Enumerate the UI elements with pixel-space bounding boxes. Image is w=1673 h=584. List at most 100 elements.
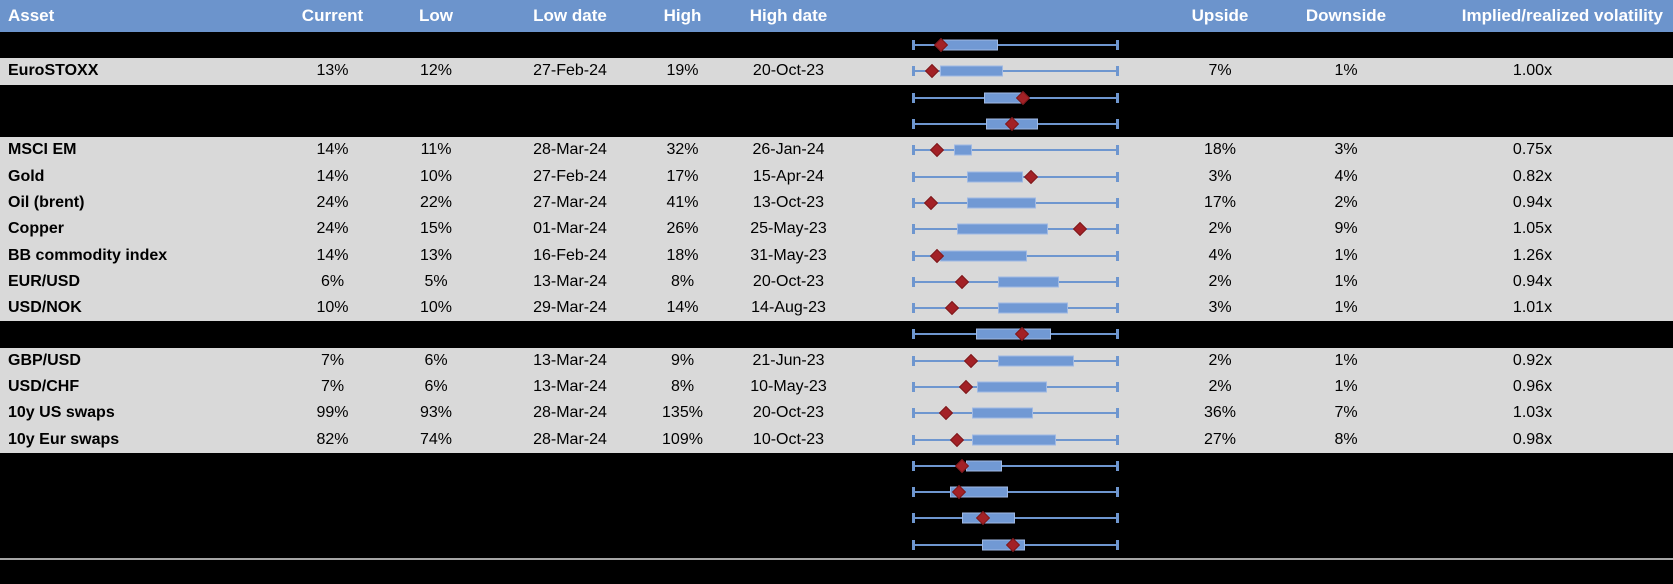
- high-cell: 109%: [662, 430, 703, 448]
- table-row: [0, 110, 1673, 138]
- implied-realized-cell: [1392, 532, 1673, 558]
- range-box: [997, 355, 1075, 367]
- boxplot: [912, 85, 1119, 111]
- asset-cell: Copper: [8, 220, 64, 238]
- high-cell: [643, 85, 722, 111]
- low-cell: 15%: [419, 220, 453, 238]
- header-low-date: Low date: [533, 6, 607, 25]
- boxplot-cell: [855, 321, 1140, 347]
- current-cell: 14%: [316, 246, 349, 264]
- whisker-cap-left: [912, 197, 915, 208]
- current-cell: 6%: [320, 272, 345, 290]
- downside-cell: 1%: [1334, 378, 1358, 395]
- whisker-cap-left: [912, 224, 915, 235]
- range-box: [975, 328, 1051, 340]
- whisker-cap-right: [1116, 66, 1119, 77]
- low-date-cell: 13-Mar-24: [533, 351, 607, 369]
- boxplot-cell: [855, 111, 1140, 137]
- whisker-line: [913, 44, 1118, 47]
- whisker-cap-right: [1116, 539, 1119, 550]
- low-date-cell: [497, 505, 643, 531]
- high-cell: 9%: [670, 351, 695, 369]
- whisker-cap-right: [1116, 303, 1119, 314]
- whisker-cap-left: [912, 303, 915, 314]
- implied-realized-cell: 0.94x: [1512, 272, 1553, 290]
- whisker-cap-left: [912, 355, 915, 366]
- high-date-cell: [722, 532, 855, 558]
- boxplot-cell: [855, 374, 1140, 400]
- whisker-line: [913, 491, 1118, 494]
- low-cell: 13%: [419, 246, 453, 264]
- boxplot: [912, 163, 1119, 189]
- table-row: USD/CHF 7% 6% 13-Mar-24 8% 10-May-23 2% …: [0, 373, 1673, 401]
- high-cell: 14%: [666, 299, 699, 317]
- low-cell: 22%: [419, 193, 453, 211]
- downside-cell: [1300, 532, 1392, 558]
- high-date-cell: [722, 321, 855, 347]
- implied-realized-cell: 0.98x: [1512, 430, 1553, 448]
- whisker-cap-right: [1116, 408, 1119, 419]
- current-cell: [290, 532, 375, 558]
- range-box: [997, 276, 1059, 288]
- current-marker-diamond: [925, 64, 940, 79]
- whisker-cap-left: [912, 460, 915, 471]
- whisker-cap-left: [912, 487, 915, 498]
- boxplot: [912, 216, 1119, 242]
- whisker-cap-left: [912, 539, 915, 550]
- boxplot: [912, 426, 1119, 452]
- high-cell: 18%: [666, 246, 699, 264]
- upside-cell: 7%: [1208, 62, 1232, 80]
- high-date-cell: [722, 453, 855, 479]
- table-row: [0, 84, 1673, 111]
- boxplot: [912, 137, 1119, 163]
- boxplot: [912, 190, 1119, 216]
- table-row: [0, 479, 1673, 506]
- implied-realized-cell: [1392, 85, 1673, 111]
- boxplot-cell: [855, 190, 1140, 216]
- whisker-line: [913, 517, 1118, 520]
- whisker-cap-left: [912, 434, 915, 445]
- asset-cell: Gold: [8, 167, 45, 185]
- high-date-cell: 26-Jan-24: [752, 141, 825, 159]
- table-row: MSCI EM 14% 11% 28-Mar-24 32% 26-Jan-24 …: [0, 137, 1673, 164]
- low-cell: [375, 32, 497, 58]
- downside-cell: [1300, 111, 1392, 137]
- high-date-cell: [722, 479, 855, 505]
- high-date-cell: [722, 85, 855, 111]
- boxplot-cell: [855, 348, 1140, 374]
- whisker-line: [913, 70, 1118, 73]
- upside-cell: [1140, 453, 1300, 479]
- header-high-date: High date: [749, 6, 828, 25]
- upside-cell: [1140, 532, 1300, 558]
- high-cell: 19%: [666, 62, 699, 80]
- whisker-cap-left: [912, 382, 915, 392]
- current-marker-diamond: [938, 406, 953, 421]
- boxplot-cell: [855, 505, 1140, 531]
- boxplot: [912, 32, 1119, 58]
- low-cell: 10%: [419, 167, 453, 185]
- whisker-cap-right: [1116, 487, 1119, 498]
- low-date-cell: [497, 85, 643, 111]
- asset-cell: Oil (brent): [8, 193, 85, 211]
- asset-cell: USD/CHF: [8, 378, 80, 395]
- upside-cell: [1140, 111, 1300, 137]
- asset-cell: [0, 505, 290, 531]
- current-cell: [290, 453, 375, 479]
- upside-cell: 2%: [1208, 272, 1232, 290]
- table-row: Gold 14% 10% 27-Feb-24 17% 15-Apr-24 3% …: [0, 163, 1673, 190]
- header-high: High: [663, 6, 702, 25]
- upside-cell: [1140, 479, 1300, 505]
- implied-realized-cell: 0.82x: [1512, 167, 1553, 185]
- low-date-cell: 16-Feb-24: [533, 246, 607, 264]
- whisker-cap-right: [1116, 197, 1119, 208]
- upside-cell: 2%: [1208, 220, 1232, 238]
- implied-realized-cell: 1.03x: [1512, 404, 1553, 422]
- high-date-cell: 14-Aug-23: [751, 299, 826, 317]
- whisker-cap-left: [912, 513, 915, 524]
- low-cell: [375, 85, 497, 111]
- high-cell: 41%: [666, 193, 699, 211]
- low-cell: [375, 321, 497, 347]
- table-row: Copper 24% 15% 01-Mar-24 26% 25-May-23 2…: [0, 216, 1673, 243]
- range-box: [966, 197, 1036, 209]
